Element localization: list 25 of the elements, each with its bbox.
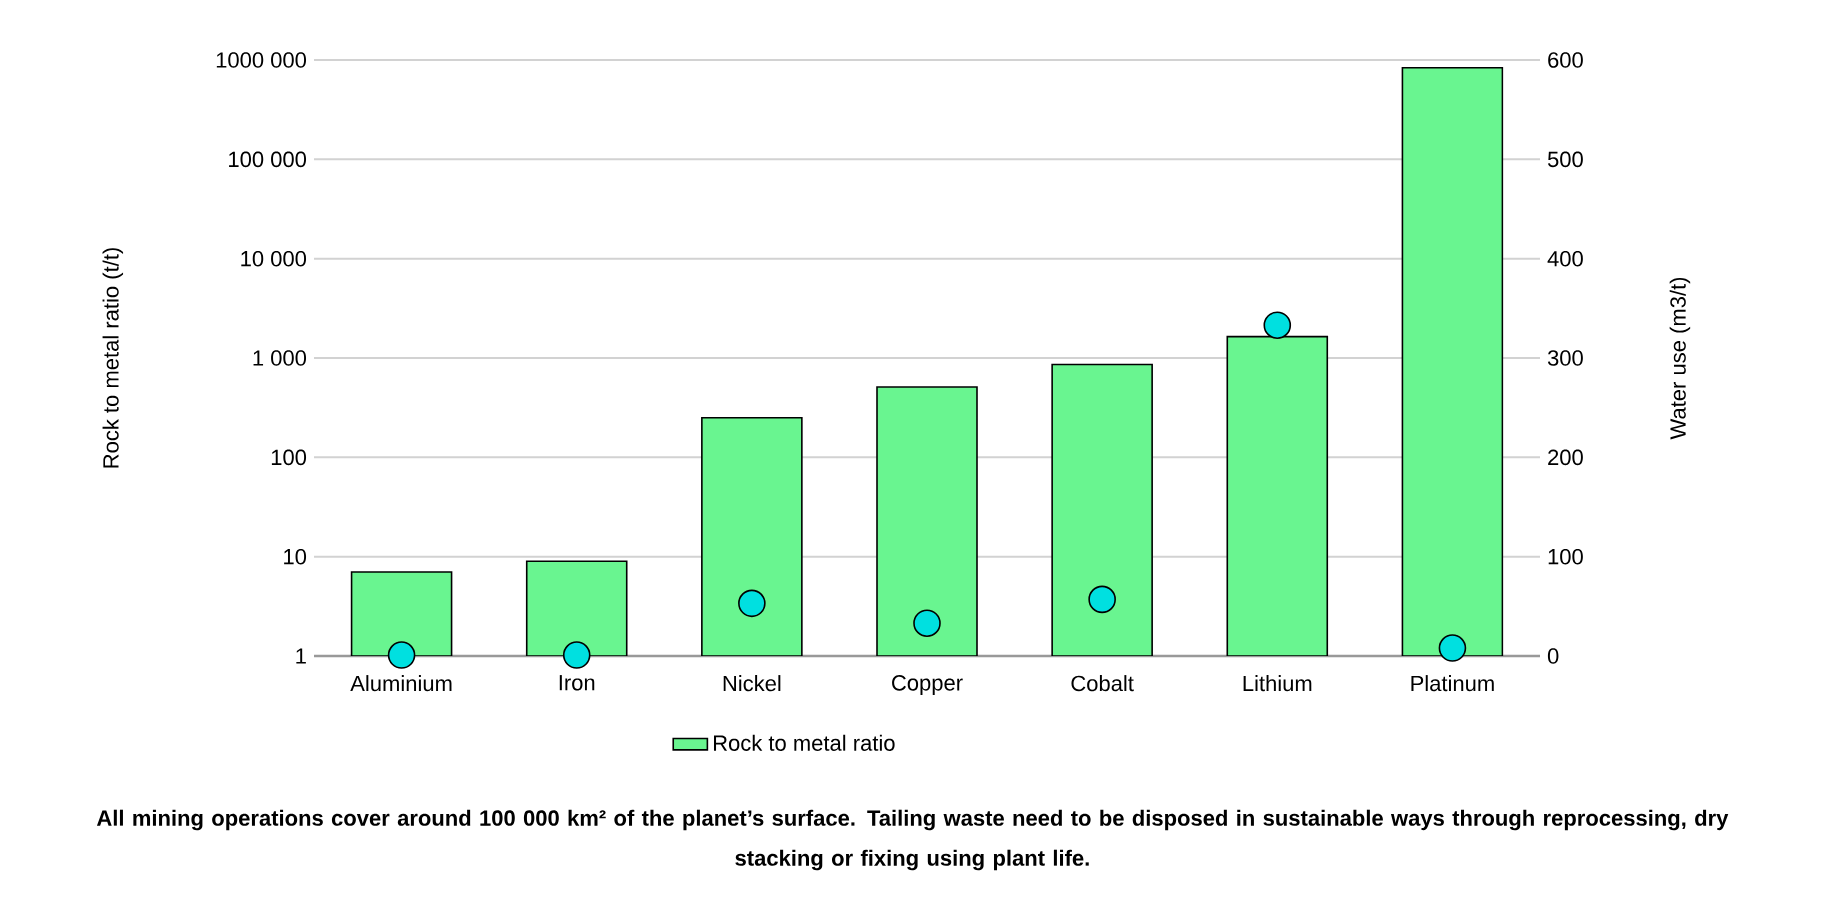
x-tick-label: Lithium xyxy=(1243,675,1312,692)
x-tick-label: Aluminium xyxy=(350,675,452,692)
y2-tick-label: 0 xyxy=(1547,648,1559,664)
y2-tick-label: 600 xyxy=(1548,52,1583,68)
y2-tick-label: 300 xyxy=(1547,350,1583,366)
y-tick-label: 100 000 xyxy=(229,151,307,168)
x-tick-label: Copper xyxy=(892,675,963,695)
y2-tick-label: 200 xyxy=(1548,449,1583,466)
legend-label: Rock to metal ratio xyxy=(714,734,895,751)
x-tick-label: Platinum xyxy=(1411,675,1494,692)
x-tick-label: Cobalt xyxy=(1071,675,1134,692)
text: All mining operations cover around 100 000 km² of the planet’s surface. Tailing waste need to be disposed in sustainable ways through reprocessing, dry stacking or fixing using plant life. xyxy=(96,809,1729,871)
y-tick-label: 10 000 xyxy=(241,250,307,267)
y-tick-label: 1 xyxy=(296,648,306,664)
y-tick-label: 100 xyxy=(271,449,307,466)
x-tick-label: Iron xyxy=(559,675,595,691)
y2-axis-title: Water use (m3/t) xyxy=(1669,277,1691,440)
x-tick-label: Nickel xyxy=(723,675,781,692)
y-tick-label: 10 xyxy=(284,548,307,565)
y2-tick-label: 500 xyxy=(1547,151,1583,168)
y-tick-label: 1 000 xyxy=(253,350,307,366)
y2-tick-label: 400 xyxy=(1547,250,1583,267)
y2-tick-label: 100 xyxy=(1548,548,1583,565)
y-tick-label: 1000 000 xyxy=(216,52,307,68)
y-axis-title: Rock to metal ratio (t/t) xyxy=(102,248,124,468)
